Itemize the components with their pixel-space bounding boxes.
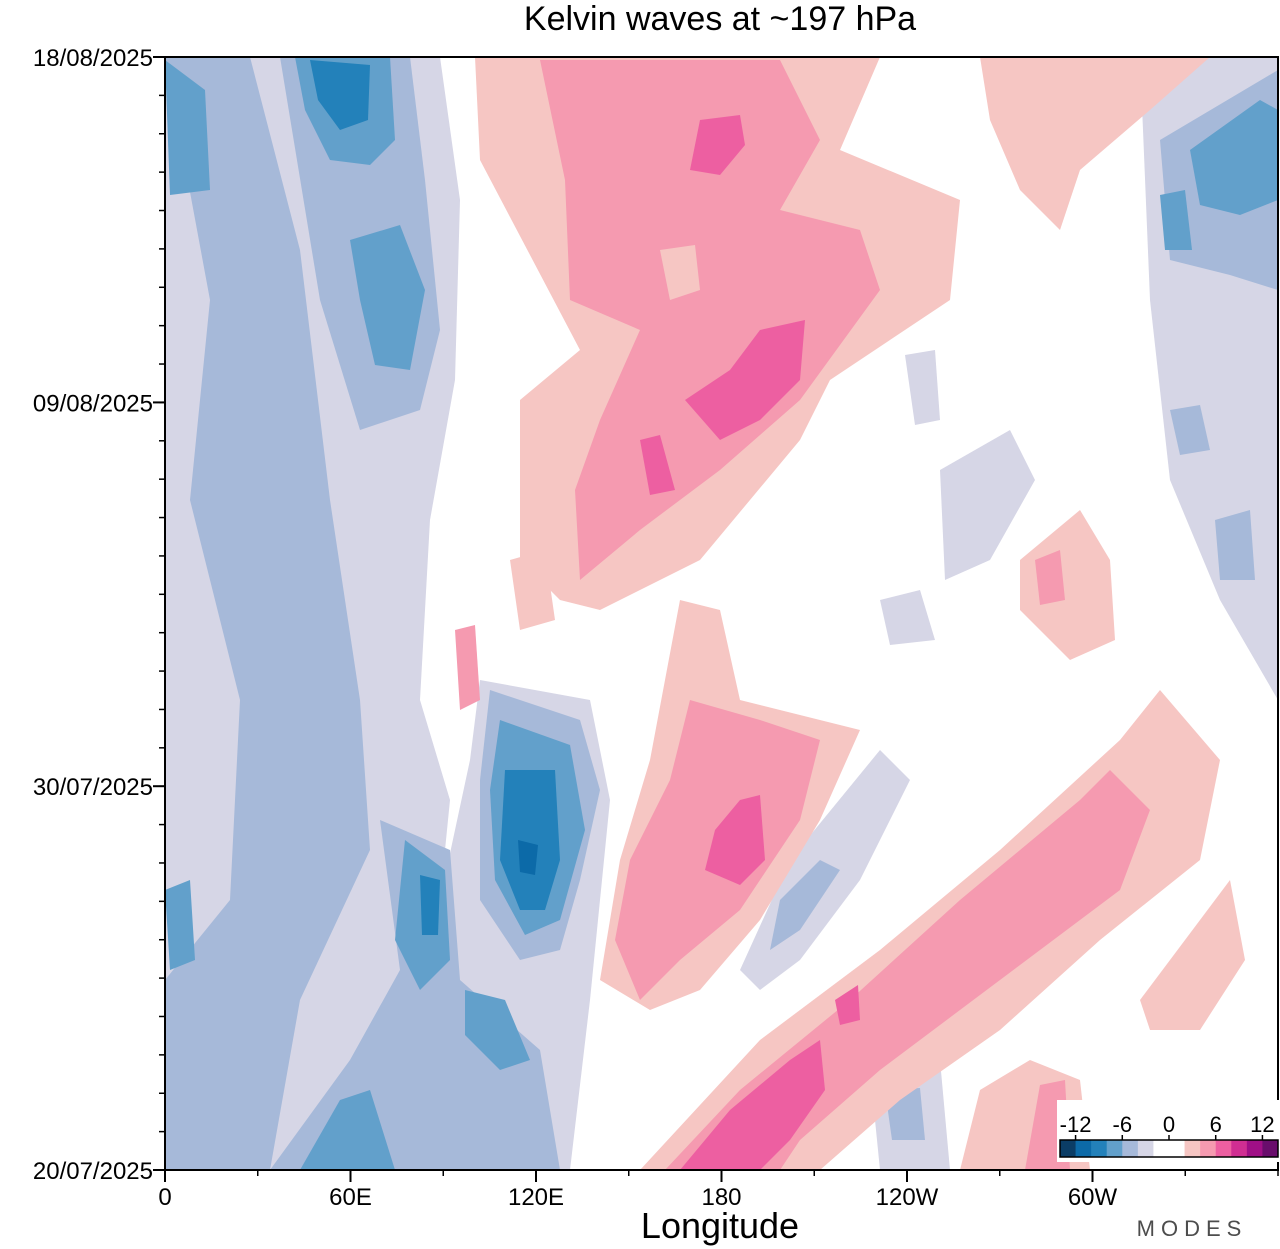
neg-east-lvl3: [1190, 100, 1278, 215]
colorbar-segment: [1060, 1140, 1077, 1157]
colorbar-segment: [1215, 1140, 1232, 1157]
neg-lower2-lvl3: [465, 990, 530, 1070]
colorbar-segment: [1153, 1140, 1186, 1157]
neg-east-lvl3b: [1160, 190, 1192, 250]
modes-logo: MODES: [1137, 1216, 1248, 1241]
x-tick-label: 60E: [329, 1184, 372, 1211]
colorbar-tick-label: -6: [1113, 1112, 1133, 1137]
x-tick-label: 0: [158, 1184, 171, 1211]
x-tick-label: 120W: [876, 1184, 939, 1211]
colorbar-segment: [1246, 1140, 1263, 1157]
neg-band-west-lvl2: [165, 57, 370, 1170]
x-tick-label: 120E: [508, 1184, 564, 1211]
contour-field: [165, 57, 1278, 1170]
pos-upper-lvl2: [540, 60, 880, 580]
y-tick-label: 09/08/2025: [33, 390, 153, 417]
colorbar-segment: [1137, 1140, 1154, 1157]
pos-right-lower-lvl1: [1140, 880, 1245, 1030]
colorbar-tick-label: 0: [1163, 1112, 1175, 1137]
neg-lower-lvl2: [270, 820, 560, 1170]
y-tick-label: 30/07/2025: [33, 774, 153, 801]
neg-mid-diag-lvl2: [770, 860, 840, 950]
y-tick-label: 20/07/2025: [33, 1158, 153, 1185]
neg-west-lower-lvl3: [165, 880, 195, 970]
pos-upper-lvl3b: [685, 320, 805, 440]
positive-anomaly-shading: [455, 57, 1245, 1170]
x-axis-label: Longitude: [641, 1205, 799, 1246]
chart-title: Kelvin waves at ~197 hPa: [524, 0, 916, 38]
pos-ne-lvl1: [980, 57, 1210, 230]
colorbar-segment: [1200, 1140, 1217, 1157]
pos-diag-lvl3: [680, 1040, 825, 1170]
neg-blob-upper-lvl3: [350, 225, 425, 370]
neg-blob-west-lvl3: [165, 60, 210, 195]
colorbar-segment: [1075, 1140, 1092, 1157]
neg-bottom-lvl3: [300, 1090, 395, 1170]
colorbar-segment: [1184, 1140, 1201, 1157]
neg-east-mid2-lvl2: [1215, 510, 1255, 580]
pos-right-mid-lvl1: [1020, 510, 1115, 660]
neg-lower-lvl4: [420, 875, 440, 935]
negative-anomaly-shading: [165, 57, 1278, 1170]
colorbar-tick-label: -12: [1060, 1112, 1092, 1137]
x-tick-label: 180: [701, 1184, 741, 1211]
colorbar-tick-label: 6: [1210, 1112, 1222, 1137]
neg-east-mid-lvl2: [1170, 405, 1210, 455]
neg-small-lvl1: [880, 590, 935, 645]
neg-center-lvl5: [518, 840, 538, 875]
pos-right-mid-lvl2: [1035, 550, 1065, 605]
pos-small-lvl1: [510, 550, 555, 630]
y-tick-label: 18/08/2025: [33, 45, 153, 72]
pos-diag-lvl3b: [835, 985, 860, 1025]
colorbar-segment: [1091, 1140, 1108, 1157]
colorbar-tick-label: 12: [1250, 1112, 1274, 1137]
pos-upper-lvl3a: [690, 115, 745, 175]
pos-upper-hole: [660, 245, 700, 300]
pos-center-lvl3: [705, 795, 765, 885]
neg-center-lvl4: [500, 770, 560, 910]
colorbar-segment: [1106, 1140, 1123, 1157]
colorbar-segment: [1122, 1140, 1139, 1157]
pos-upper-lvl3c: [640, 435, 675, 495]
neg-small2-lvl1: [905, 350, 940, 425]
pos-small-lvl2: [455, 625, 480, 710]
colorbar-segment: [1262, 1140, 1279, 1157]
neg-mid-right-lvl1: [940, 430, 1035, 580]
neg-blob-upper-lvl4: [310, 60, 370, 130]
x-tick-label: 60W: [1068, 1184, 1118, 1211]
colorbar: -12 -6 0 6 12: [1057, 1100, 1280, 1162]
y-axis: 20/07/2025 30/07/2025 09/08/2025 18/08/2025: [33, 45, 165, 1185]
colorbar-segment: [1231, 1140, 1248, 1157]
x-axis: 0 60E 120E 180 120W 60W: [158, 1170, 1279, 1211]
